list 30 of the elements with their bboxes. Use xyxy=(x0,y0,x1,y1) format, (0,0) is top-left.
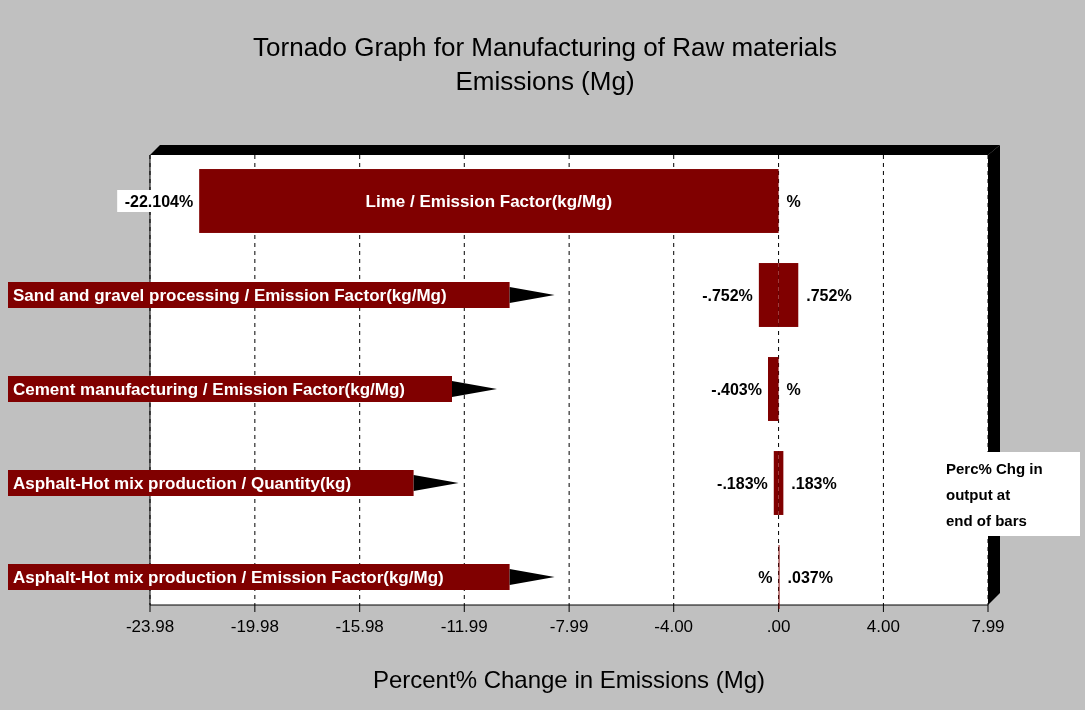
data-label: -.183% xyxy=(717,475,768,492)
data-label: % xyxy=(786,381,801,398)
x-tick-label: 7.99 xyxy=(971,617,1005,636)
data-label: -22.104% xyxy=(124,193,194,210)
data-label: -.752% xyxy=(702,287,753,304)
bar xyxy=(199,169,779,233)
data-label: -.403% xyxy=(711,381,762,398)
data-label: .183% xyxy=(791,475,837,492)
y-tick-label: Cement manufacturing / Emission Factor(kg/Mg) xyxy=(13,380,405,399)
x-tick-label: -23.98 xyxy=(125,617,175,636)
x-tick-label: -11.99 xyxy=(440,617,488,636)
bar xyxy=(773,451,779,515)
x-tick-label: .00 xyxy=(766,617,791,636)
y-tick-label: Asphalt-Hot mix production / Quantity(kg) xyxy=(13,474,352,493)
chart-title: Tornado Graph for Manufacturing of Raw materials Emissions (Mg) xyxy=(253,32,837,96)
x-tick-label: -7.99 xyxy=(549,617,589,636)
data-label: .752% xyxy=(806,287,852,304)
annotation: Perc% Chg in output at end of bars xyxy=(946,460,1043,529)
data-label: % xyxy=(786,193,801,210)
y-tick-label: Lime / Emission Factor(kg/Mg) xyxy=(365,192,613,211)
x-tick-label: 4.00 xyxy=(866,617,900,636)
x-axis-title: Percent% Change in Emissions (Mg) xyxy=(372,666,766,693)
x-tick-label: -19.98 xyxy=(230,617,279,636)
data-label: % xyxy=(758,569,773,586)
x-tick-label: -15.98 xyxy=(335,617,384,636)
data-label: .037% xyxy=(787,569,833,586)
y-tick-label: Sand and gravel processing / Emission Factor(kg/Mg) xyxy=(13,286,447,305)
y-tick-label: Asphalt-Hot mix production / Emission Factor(kg/Mg) xyxy=(13,568,444,587)
x-tick-label: -4.00 xyxy=(654,617,694,636)
bar xyxy=(768,357,779,421)
